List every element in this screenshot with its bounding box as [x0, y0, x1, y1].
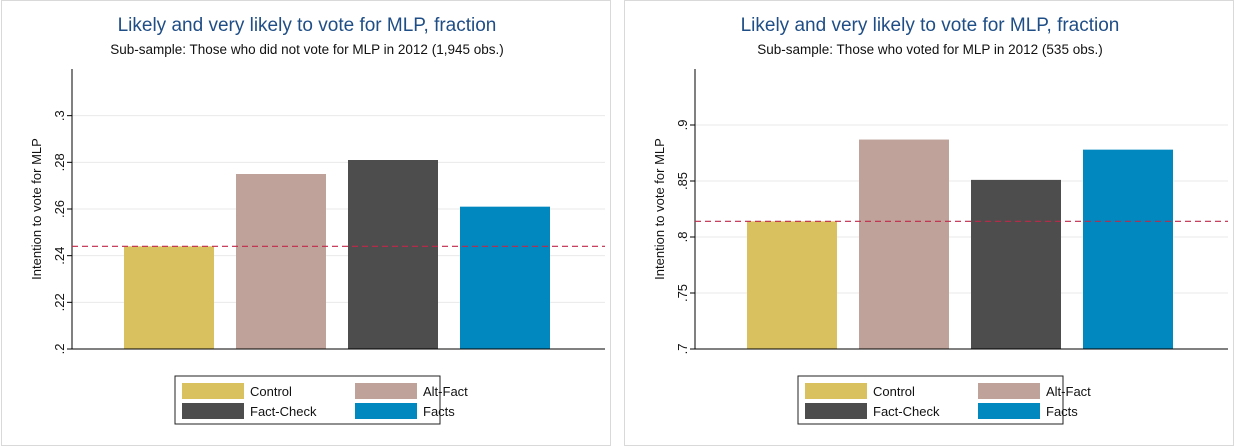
legend-label: Facts [1046, 404, 1078, 419]
chart-subtitle: Sub-sample: Those who did not vote for M… [110, 42, 503, 57]
y-tick-label: .75 [675, 284, 690, 302]
y-tick-label: .85 [675, 172, 690, 190]
chart-title: Likely and very likely to vote for MLP, … [118, 15, 497, 36]
legend-label: Alt-Fact [1046, 384, 1091, 399]
legend-swatch-fact-check [182, 403, 244, 419]
chart-title: Likely and very likely to vote for MLP, … [741, 15, 1120, 36]
y-axis-label: Intention to vote for MLP [652, 138, 667, 280]
legend-label: Fact-Check [250, 404, 317, 419]
bar-facts [1083, 149, 1173, 349]
legend-label: Alt-Fact [423, 384, 468, 399]
bar-control [124, 246, 214, 349]
y-tick-label: .2 [52, 344, 67, 355]
bar-control [747, 221, 837, 349]
legend: Control Alt-Fact Fact-Check Facts [174, 375, 468, 425]
y-tick-label: .22 [52, 293, 67, 311]
bar-fact-check [971, 179, 1061, 349]
legend: Control Alt-Fact Fact-Check Facts [797, 375, 1091, 425]
chart-panel-right: Likely and very likely to vote for MLP, … [624, 0, 1234, 446]
y-tick-label: .9 [675, 120, 690, 131]
legend-label: Fact-Check [873, 404, 940, 419]
bar-fact-check [348, 160, 438, 349]
legend-swatch-control [805, 383, 867, 399]
legend-swatch-fact-check [805, 403, 867, 419]
bar-chart-left: Likely and very likely to vote for MLP, … [29, 15, 605, 425]
y-axis-label: Intention to vote for MLP [29, 138, 44, 280]
legend-label: Control [873, 384, 915, 399]
y-tick-label: .8 [675, 232, 690, 243]
bar-alt-fact [236, 174, 326, 349]
y-tick-label: .24 [52, 247, 67, 265]
legend-swatch-facts [355, 403, 417, 419]
bar-alt-fact [859, 139, 949, 349]
y-tick-label: .3 [52, 110, 67, 121]
y-tick-label: .7 [675, 344, 690, 355]
chart-subtitle: Sub-sample: Those who voted for MLP in 2… [757, 42, 1102, 57]
bar-chart-right: Likely and very likely to vote for MLP, … [652, 15, 1228, 425]
chart-panel-left: Likely and very likely to vote for MLP, … [1, 0, 611, 446]
legend-swatch-alt-fact [355, 383, 417, 399]
legend-swatch-facts [978, 403, 1040, 419]
legend-swatch-control [182, 383, 244, 399]
legend-label: Control [250, 384, 292, 399]
legend-label: Facts [423, 404, 455, 419]
y-tick-label: .28 [52, 153, 67, 171]
bar-facts [460, 206, 550, 349]
legend-swatch-alt-fact [978, 383, 1040, 399]
y-tick-label: .26 [52, 200, 67, 218]
